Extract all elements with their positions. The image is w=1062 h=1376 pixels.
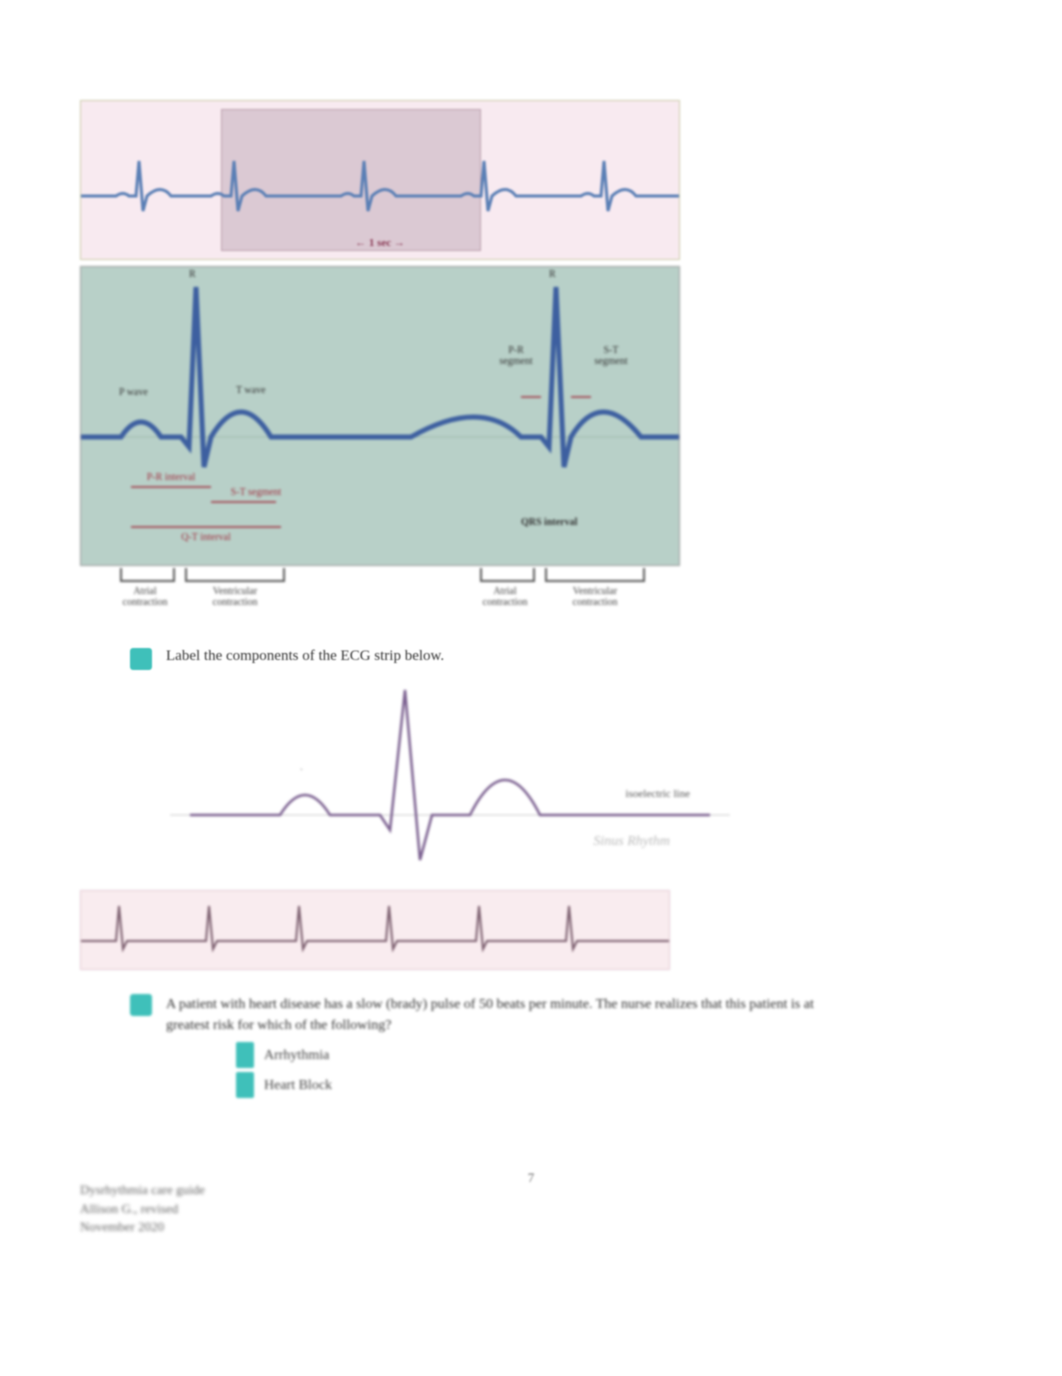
ecg-timeline: Atrial contraction Ventricular contracti… (80, 568, 680, 628)
answer-box-icon (236, 1042, 254, 1068)
tlabel-vent1: Ventricular contraction (190, 586, 280, 608)
tlabel-vent2: Ventricular contraction (550, 586, 640, 608)
footer-line3: November 2020 (80, 1218, 205, 1236)
label-qt-int: Q-T interval (171, 532, 241, 543)
label-p1: P wave (119, 387, 148, 398)
label-pr-seg: P-R segment (491, 345, 541, 367)
question-marker-icon (130, 648, 152, 670)
question-1: Label the components of the ECG strip be… (130, 648, 982, 670)
label-st-int: S-T segment (221, 487, 291, 498)
label-st-seg: S-T segment (586, 345, 636, 367)
answer-b-label: Heart Block (264, 1075, 332, 1096)
question-2: A patient with heart disease has a slow … (130, 994, 982, 1102)
bracket-atrial1 (120, 568, 175, 582)
svg-text:.: . (300, 761, 303, 773)
question-2-text: A patient with heart disease has a slow … (166, 994, 846, 1036)
answer-a[interactable]: Arrhythmia (236, 1042, 846, 1068)
rhythm-strip (80, 890, 670, 970)
answer-box-icon (236, 1072, 254, 1098)
label-pr-int: P-R interval (136, 472, 206, 483)
page-number: 7 (528, 1170, 535, 1186)
footer-line1: Dysrhythmia care guide (80, 1181, 205, 1199)
answer-b[interactable]: Heart Block (236, 1072, 846, 1098)
answer-list: Arrhythmia Heart Block (236, 1042, 846, 1098)
label-r2: R (549, 269, 556, 280)
label-qrs: QRS interval (521, 517, 577, 528)
top-strip-caption: ← 1 sec → (355, 237, 405, 249)
footer-line2: Allison G., revised (80, 1200, 205, 1218)
single-wave-watermark: Sinus Rhythm (593, 834, 670, 850)
label-r1: R (189, 269, 196, 280)
bracket-atrial2 (480, 568, 535, 582)
ecg-main-wave (81, 267, 680, 566)
rhythm-strip-svg (81, 891, 670, 970)
single-wave-annotation: isoelectric line (626, 788, 690, 800)
single-ecg-wave: . isoelectric line Sinus Rhythm (170, 680, 730, 880)
question-marker-icon (130, 994, 152, 1016)
question-1-text: Label the components of the ECG strip be… (166, 648, 444, 665)
label-t1: T wave (236, 385, 266, 396)
answer-a-label: Arrhythmia (264, 1045, 329, 1066)
ecg-top-strip: ← 1 sec → (80, 100, 680, 260)
page-footer: Dysrhythmia care guide Allison G., revis… (80, 1181, 205, 1236)
bracket-vent1 (185, 568, 285, 582)
bracket-vent2 (545, 568, 645, 582)
single-wave-svg: . (170, 680, 730, 880)
tlabel-atrial2: Atrial contraction (470, 586, 540, 608)
tlabel-atrial1: Atrial contraction (110, 586, 180, 608)
ecg-main-panel: R R P wave T wave P-R segment S-T segmen… (80, 266, 680, 566)
